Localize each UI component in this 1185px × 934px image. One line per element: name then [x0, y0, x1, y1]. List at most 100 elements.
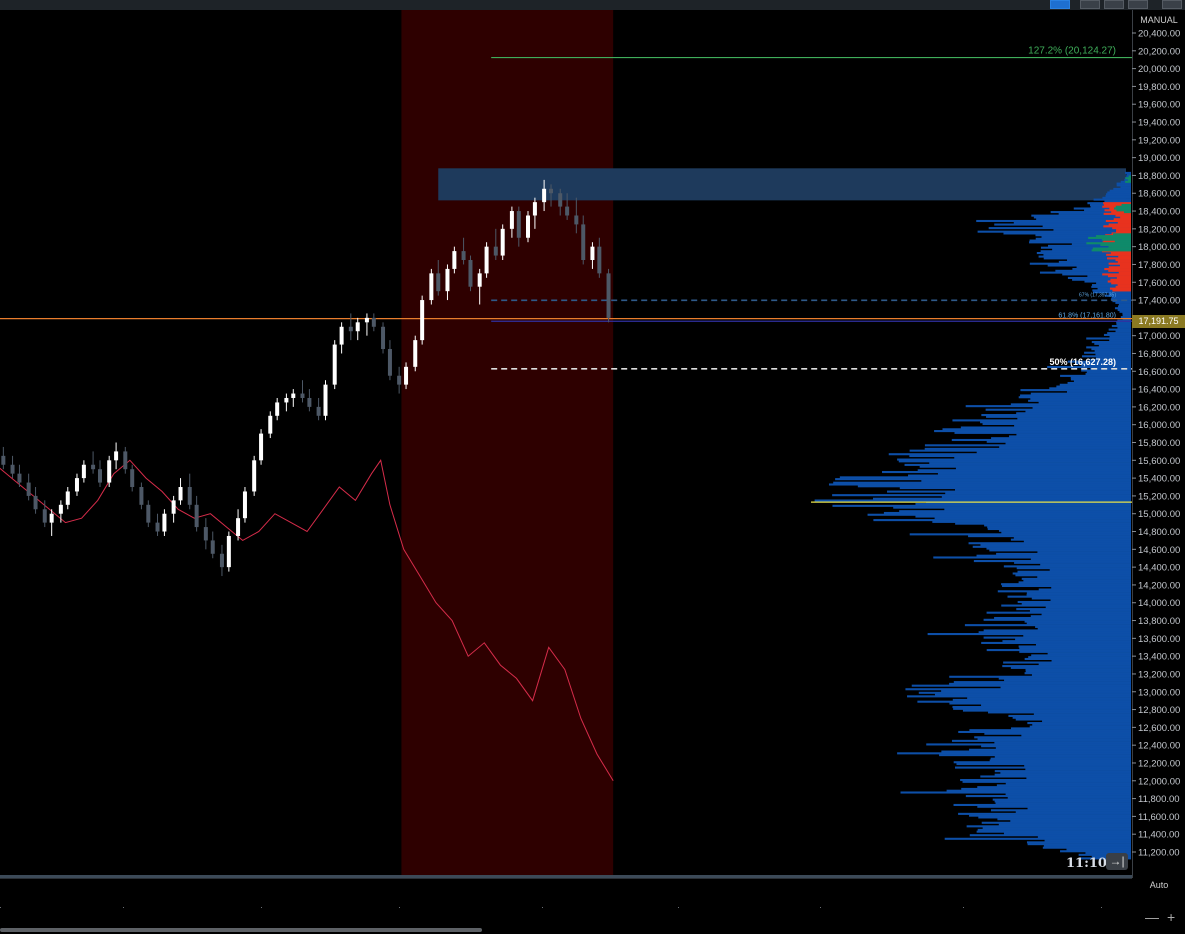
profile-bin	[1070, 378, 1131, 381]
profile-bin	[828, 483, 1131, 486]
profile-overlay-bin	[1092, 247, 1131, 250]
profile-bin	[977, 828, 1131, 831]
price-tick-label: 12,400.00	[1138, 741, 1180, 752]
window-icon[interactable]	[1128, 0, 1148, 9]
profile-bin	[1033, 216, 1131, 219]
candle-body	[259, 433, 264, 461]
profile-bin	[994, 770, 1131, 773]
profile-bin	[1058, 212, 1131, 215]
profile-bin	[1058, 260, 1131, 263]
candle-body	[275, 402, 280, 416]
profile-overlay-bin	[1116, 228, 1131, 231]
price-chart[interactable]: 127.2% (20,124.27) 67% (17,397.35) 61.8% (…	[0, 10, 1185, 878]
profile-bin	[997, 590, 1131, 593]
price-tick-label: 15,400.00	[1138, 474, 1180, 485]
profile-bin	[1016, 412, 1131, 415]
profile-bin	[897, 458, 1131, 461]
price-tick-label: 16,600.00	[1138, 367, 1180, 378]
layout-icon[interactable]	[1080, 0, 1100, 9]
zoom-in-button[interactable]: +	[1167, 909, 1176, 925]
price-axis[interactable]	[1132, 10, 1185, 878]
price-tick-label: 18,400.00	[1138, 207, 1180, 218]
profile-bin	[857, 485, 1131, 488]
profile-bin	[909, 449, 1131, 452]
profile-bin	[1033, 713, 1131, 716]
profile-bin	[1122, 312, 1131, 315]
profile-overlay-bin	[1102, 273, 1131, 276]
profile-bin	[965, 795, 1131, 798]
profile-bin	[1111, 324, 1131, 328]
profile-bin	[1039, 271, 1131, 274]
profile-bin	[1035, 643, 1131, 646]
profile-bin	[1007, 595, 1131, 598]
profile-bin	[954, 431, 1131, 434]
horizontal-scrollbar[interactable]	[0, 928, 482, 932]
profile-bin	[1004, 679, 1131, 682]
profile-bin	[1091, 285, 1131, 288]
candle-body	[445, 268, 450, 292]
profile-bin	[953, 761, 1131, 764]
profile-bin	[1041, 235, 1131, 239]
profile-bin	[1038, 401, 1131, 404]
panel-separator[interactable]	[0, 875, 1132, 878]
profile-bin	[909, 533, 1131, 536]
profile-bin	[873, 519, 1131, 522]
goto-latest-icon[interactable]: →|	[1106, 853, 1128, 870]
profile-bin	[1020, 389, 1131, 392]
candle-body	[236, 518, 241, 536]
profile-bin	[960, 779, 1131, 782]
candlesticks	[1, 179, 611, 577]
time-axis[interactable]: 239/3/202311/2/20231/1/20243/3/20245/1/2…	[0, 878, 1132, 922]
profile-overlay-bin	[1125, 180, 1131, 183]
profile-bin	[1025, 668, 1131, 671]
candle-body	[203, 527, 208, 541]
profile-bin	[1067, 259, 1131, 262]
level-label: 127.2% (20,124.27)	[1028, 46, 1116, 57]
price-tick-label: 15,000.00	[1138, 509, 1180, 520]
profile-bin	[1038, 663, 1131, 666]
profile-bin	[981, 414, 1131, 417]
profile-bin	[973, 560, 1131, 563]
price-tick-label: 11,400.00	[1138, 830, 1180, 841]
profile-bin	[1111, 296, 1131, 299]
profile-bin	[932, 520, 1131, 523]
profile-bin	[1008, 714, 1131, 717]
candle-body	[130, 469, 135, 488]
profile-bin	[991, 437, 1131, 440]
profile-bin	[987, 526, 1131, 529]
profile-bin	[1051, 659, 1131, 662]
candle-body	[81, 464, 86, 479]
profile-bin	[1086, 346, 1131, 349]
profile-bin	[978, 631, 1131, 634]
profile-bin	[1010, 538, 1131, 541]
profile-bin	[1050, 599, 1131, 602]
zoom-out-button[interactable]: —	[1145, 909, 1159, 925]
price-tick-label: 12,800.00	[1138, 705, 1180, 716]
menu-icon[interactable]	[1162, 0, 1182, 9]
profile-bin	[1020, 394, 1131, 397]
profile-bin	[1001, 531, 1131, 534]
profile-bin	[1017, 417, 1131, 420]
profile-bin	[961, 787, 1131, 790]
profile-bin	[981, 641, 1131, 644]
profile-bin	[958, 730, 1131, 734]
profile-bin	[1060, 850, 1131, 853]
candle-body	[348, 326, 353, 332]
profile-overlay-bin	[1110, 278, 1131, 281]
profile-bin	[1025, 670, 1131, 673]
auto-scale-button[interactable]: Auto	[1149, 880, 1169, 890]
profile-bin	[1070, 376, 1131, 379]
profile-bin	[978, 816, 1131, 819]
profile-bin	[989, 549, 1131, 552]
gear-icon[interactable]	[1104, 0, 1124, 9]
profile-bin	[1037, 835, 1131, 839]
profile-bin	[1021, 602, 1131, 605]
price-tick-label: 14,400.00	[1138, 563, 1180, 574]
grid-icon[interactable]	[1050, 0, 1070, 9]
scale-mode-label[interactable]: MANUAL	[1140, 15, 1178, 25]
profile-bin	[994, 616, 1131, 620]
profile-overlay-bin	[1116, 276, 1131, 279]
price-tick-label: 17,000.00	[1138, 331, 1180, 342]
profile-bin	[960, 426, 1131, 429]
profile-overlay-bin	[1108, 223, 1131, 226]
